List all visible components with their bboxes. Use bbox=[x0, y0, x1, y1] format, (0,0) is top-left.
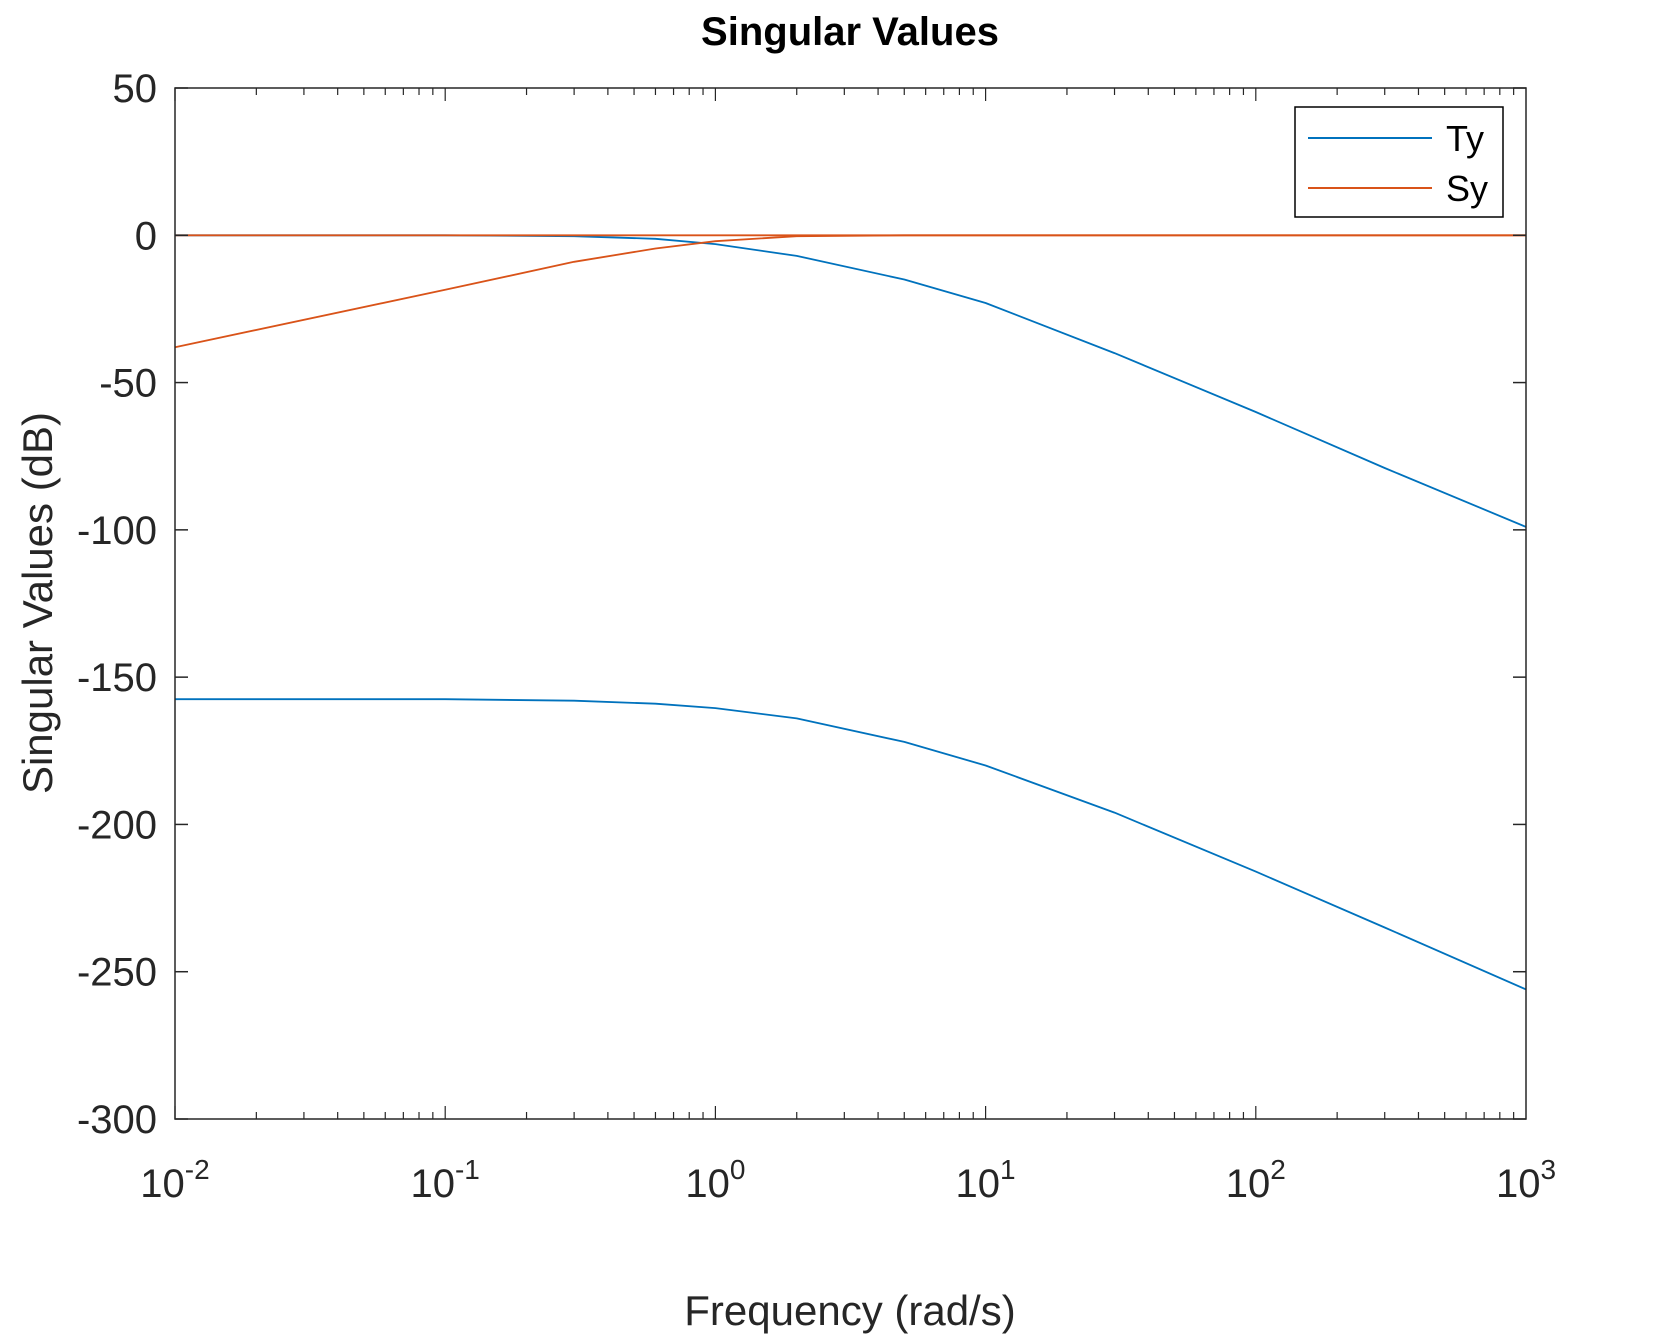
y-tick-label: -150 bbox=[77, 656, 157, 700]
tick-labels: 50 0 -50 -100 -150 -200 -250 -300 10-2 10-1 100 101… bbox=[77, 67, 1556, 1206]
x-tick-label: 103 bbox=[1496, 1154, 1556, 1206]
x-axis-label: Frequency (rad/s) bbox=[684, 1287, 1015, 1334]
legend: Ty Sy bbox=[1294, 106, 1504, 218]
legend-label-ty: Ty bbox=[1446, 118, 1484, 159]
y-tick-label: -300 bbox=[77, 1098, 157, 1142]
chart-title: Singular Values bbox=[701, 10, 999, 54]
y-tick-label: 50 bbox=[113, 67, 158, 111]
y-tick-label: -50 bbox=[99, 362, 157, 406]
x-tick-label: 100 bbox=[685, 1154, 745, 1206]
x-tick-label: 10-1 bbox=[410, 1154, 479, 1206]
axes-background bbox=[175, 88, 1526, 1119]
plot-area bbox=[175, 88, 1526, 1119]
y-tick-label: -100 bbox=[77, 509, 157, 553]
y-tick-label: -250 bbox=[77, 951, 157, 995]
y-axis-label: Singular Values (dB) bbox=[14, 412, 61, 794]
legend-label-sy: Sy bbox=[1446, 168, 1488, 209]
y-tick-label: 0 bbox=[135, 214, 157, 258]
x-tick-label: 102 bbox=[1226, 1154, 1286, 1206]
legend-box bbox=[1294, 106, 1504, 218]
series-line-unnamed-2 bbox=[175, 698, 1527, 991]
axes-box bbox=[174, 87, 1527, 1120]
x-tick-label: 10-2 bbox=[140, 1154, 209, 1206]
series-layer bbox=[174, 234, 1527, 991]
x-tick-label: 101 bbox=[956, 1154, 1016, 1206]
y-tick-label: -200 bbox=[77, 803, 157, 847]
